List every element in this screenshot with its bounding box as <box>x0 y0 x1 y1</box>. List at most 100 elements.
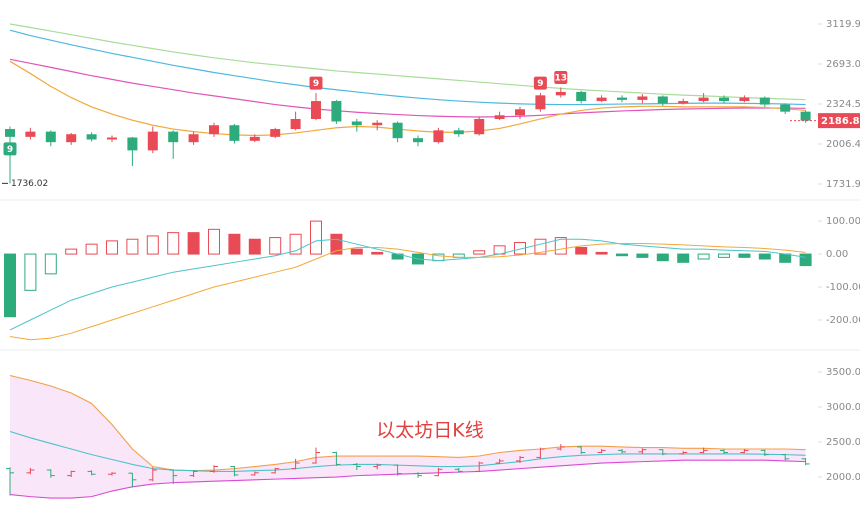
candle-body <box>535 95 546 110</box>
candle-body <box>270 129 281 137</box>
last-price-badge <box>818 113 860 129</box>
candle-body <box>698 97 709 102</box>
td-label: 9 <box>7 145 13 155</box>
y-tick-label: 100.00 <box>826 216 860 227</box>
candle-body <box>209 125 219 135</box>
candle-body <box>372 122 383 126</box>
chart-title: 以太坊日K线 <box>376 420 483 442</box>
candle-body <box>780 104 791 112</box>
candle-body <box>515 109 525 116</box>
candle-body <box>66 134 77 143</box>
macd-bar <box>697 253 710 260</box>
macd-bar <box>228 233 241 255</box>
candle-body <box>290 118 301 130</box>
macd-bar <box>187 232 200 255</box>
candle-body <box>147 131 158 151</box>
macd-bar <box>738 253 751 258</box>
candle-body <box>392 122 403 139</box>
macd-bar <box>330 233 343 255</box>
band-line <box>9 459 806 499</box>
macd-bar <box>758 253 771 260</box>
candle-body <box>494 115 505 119</box>
macd-bar <box>310 220 322 255</box>
candle-body <box>637 96 648 100</box>
macd-bar <box>24 253 37 291</box>
macd-bar <box>636 253 649 258</box>
candle-body <box>188 134 199 143</box>
low-annotation: 1736.02 <box>11 179 48 189</box>
candle-body <box>249 136 260 141</box>
band-line <box>9 430 806 472</box>
macd-bar <box>248 238 261 255</box>
y-tick-label: 2500.00 <box>826 437 860 448</box>
macd-bar <box>677 253 690 263</box>
td-badge <box>554 71 568 85</box>
td-label: 9 <box>313 79 319 89</box>
macd-bar <box>208 228 220 255</box>
candle-body <box>45 131 56 143</box>
moving-average <box>9 23 806 101</box>
macd-bar <box>289 233 302 255</box>
macd-bar <box>106 240 118 255</box>
candle-body <box>555 91 566 96</box>
td-label: 13 <box>555 74 568 84</box>
macd-bar <box>269 237 282 255</box>
candle-body <box>86 134 97 140</box>
macd-bar <box>575 246 588 255</box>
y-tick-label: 3000.00 <box>826 402 860 413</box>
y-tick-label: 3500.00 <box>826 367 860 378</box>
td-badge <box>309 76 323 90</box>
macd-bar <box>554 237 567 255</box>
candle-body <box>168 131 179 143</box>
candle-body <box>617 97 627 100</box>
macd-bar <box>534 238 547 255</box>
candle-body <box>229 125 240 141</box>
macd-bar <box>126 238 139 255</box>
macd-bar <box>85 243 98 255</box>
candle-body <box>800 111 811 121</box>
td-badge <box>3 142 17 156</box>
last-price-label: 2186.80 <box>821 116 860 127</box>
macd-bar <box>350 248 363 255</box>
macd-line <box>9 238 806 331</box>
candle-body <box>678 101 689 104</box>
y-tick-label: 1731.94 <box>826 179 860 190</box>
macd-bar <box>718 253 730 258</box>
candle-body <box>351 121 362 126</box>
y-tick-label: 0.00 <box>826 249 848 260</box>
macd-bar <box>167 232 180 255</box>
candle-body <box>739 97 750 102</box>
y-tick-label: 3119.99 <box>826 19 860 30</box>
macd-bar <box>616 253 628 257</box>
candle-body <box>759 97 770 105</box>
macd-bar <box>4 253 16 318</box>
candle-body <box>596 97 607 102</box>
moving-average <box>9 58 806 118</box>
y-tick-label: -100.00 <box>826 282 860 293</box>
candle-body <box>657 96 668 104</box>
y-tick-label: 2000.00 <box>826 472 860 483</box>
candle-body <box>331 101 342 122</box>
candle-body <box>433 130 444 143</box>
band-line <box>9 374 806 472</box>
candle-body <box>311 101 321 119</box>
candle-body <box>719 97 729 102</box>
macd-bar <box>44 253 57 275</box>
td-label: 9 <box>537 79 543 89</box>
td-badge <box>533 76 547 90</box>
candle-body <box>576 91 587 102</box>
macd-bar <box>595 251 608 255</box>
candle-body <box>107 137 117 140</box>
candle-body <box>25 131 36 137</box>
y-tick-label: 2006.49 <box>826 139 860 150</box>
moving-average <box>9 29 806 106</box>
candle-body <box>5 129 15 137</box>
macd-bar <box>656 253 669 262</box>
moving-average <box>9 60 806 137</box>
y-tick-label: 2693.07 <box>826 59 860 70</box>
macd-bar <box>799 253 812 267</box>
macd-bar <box>779 253 792 263</box>
macd-bar <box>146 235 159 255</box>
